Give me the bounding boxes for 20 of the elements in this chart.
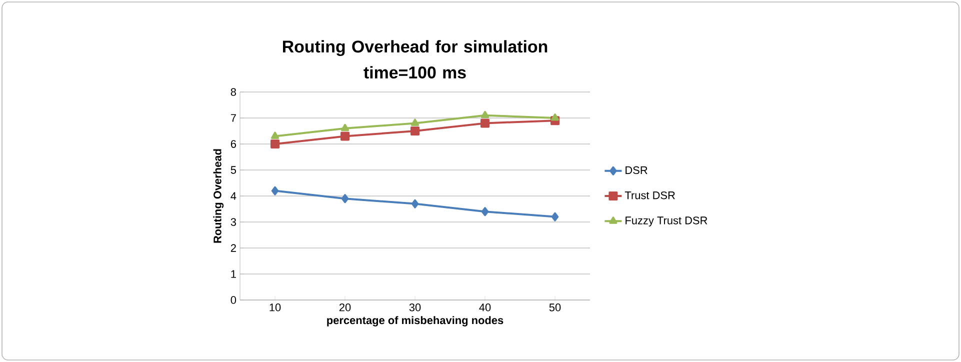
y-axis-title: Routing Overhead xyxy=(213,149,224,243)
legend-label: Fuzzy Trust DSR xyxy=(626,216,708,226)
legend-label: Trust DSR xyxy=(624,191,675,200)
y-tick-label: 2 xyxy=(230,244,236,252)
y-tick-label: 4 xyxy=(230,192,236,200)
y-tick-label: 0 xyxy=(230,296,236,304)
chart-title: Routing Overhead for simulation time=100 ms xyxy=(283,40,548,79)
x-tick-label: 30 xyxy=(409,304,421,312)
y-tick-label: 3 xyxy=(230,218,236,226)
x-tick-label: 20 xyxy=(339,304,351,312)
y-tick-label: 5 xyxy=(230,166,236,174)
x-tick-label: 40 xyxy=(479,304,491,312)
x-tick-label: 10 xyxy=(270,304,281,312)
x-tick-label: 50 xyxy=(549,304,561,312)
y-tick-label: 6 xyxy=(230,140,236,148)
y-tick-label: 8 xyxy=(230,88,236,96)
y-tick-label: 1 xyxy=(231,270,236,278)
legend-label: DSR xyxy=(626,166,648,174)
y-tick-label: 7 xyxy=(230,114,236,122)
x-axis-title: percentage of misbehaving nodes xyxy=(327,316,504,326)
